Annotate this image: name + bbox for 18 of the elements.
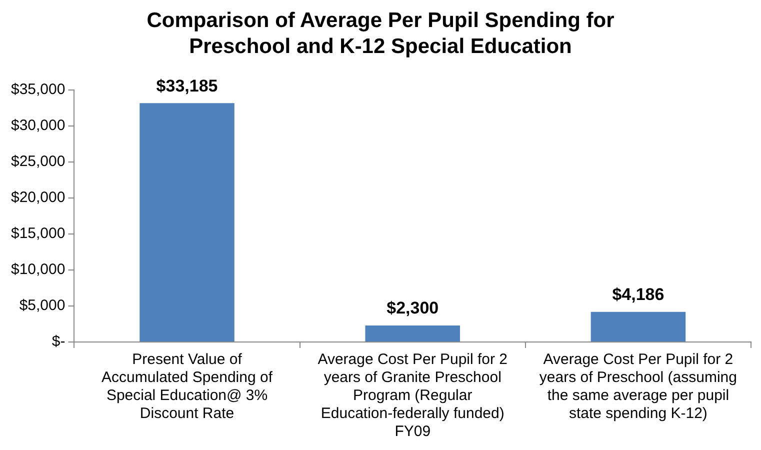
y-tick-label: $20,000 xyxy=(10,189,66,206)
bar xyxy=(140,103,234,342)
x-tick-label: Present Value of Accumulated Spending of Special Education@ 3% Discount Rate xyxy=(102,351,274,422)
data-label: $2,300 xyxy=(386,298,439,318)
y-tick-label: $25,000 xyxy=(10,153,66,170)
bar xyxy=(365,325,460,342)
x-tick-label: Average Cost Per Pupil for 2 years of Granite Preschool Program (Regular Education-federally funded) FY09 xyxy=(318,351,508,440)
y-tick-label: $30,000 xyxy=(10,117,66,134)
chart-title: Comparison of Average Per Pupil Spending for Preschool and K-12 Special Education xyxy=(146,8,616,60)
bar xyxy=(590,312,686,342)
y-tick-label: $5,000 xyxy=(19,297,66,314)
x-tick-label: Average Cost Per Pupil for 2 years of Preschool (assuming the same average per pupil state spending K-12) xyxy=(539,351,737,422)
y-tick-label: $15,000 xyxy=(10,225,66,242)
y-tick-label: $35,000 xyxy=(10,81,66,98)
data-label: $33,185 xyxy=(156,76,218,96)
y-tick-label: $10,000 xyxy=(10,261,66,278)
data-label: $4,186 xyxy=(612,285,664,304)
y-tick-label: $- xyxy=(52,333,66,350)
